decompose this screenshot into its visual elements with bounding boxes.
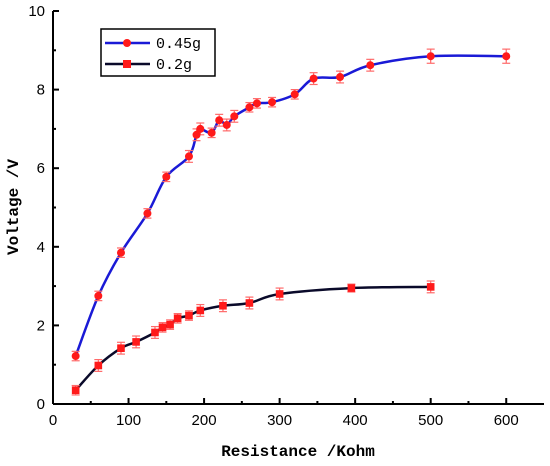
legend-marker-0.45g [123, 39, 131, 47]
data-point [252, 99, 261, 108]
y-tick-label: 8 [37, 82, 45, 99]
data-point [230, 112, 239, 121]
data-point [222, 120, 231, 129]
x-tick-label: 0 [49, 412, 57, 429]
data-point [166, 320, 174, 329]
data-point [184, 152, 193, 161]
data-point [268, 98, 277, 107]
data-point [290, 90, 299, 99]
x-tick-label: 100 [116, 412, 141, 429]
series-group [71, 48, 511, 396]
data-point [162, 172, 171, 181]
y-axis-title: Voltage /V [5, 159, 23, 255]
data-point [143, 209, 152, 218]
y-ticks: 0 2 4 6 8 10 [28, 3, 59, 413]
y-tick-label: 4 [37, 239, 45, 256]
legend-label-0.2g: 0.2g [156, 57, 192, 74]
series-line-0.45g [74, 54, 507, 357]
y-tick-label: 10 [28, 3, 45, 20]
data-point [117, 344, 125, 352]
data-point [94, 361, 103, 370]
x-tick-label: 600 [494, 412, 519, 429]
legend-box [100, 28, 216, 77]
x-axis-title: Resistance /Kohm [221, 443, 375, 461]
x-tick-label: 400 [343, 412, 368, 429]
x-tick-label: 300 [267, 412, 292, 429]
data-point [116, 248, 125, 257]
data-point [275, 290, 284, 298]
data-point [426, 283, 435, 291]
data-point [347, 284, 356, 292]
data-point [502, 52, 511, 61]
data-point [132, 338, 140, 346]
legend-marker-0.2g [123, 60, 131, 68]
data-point [196, 124, 205, 133]
data-point [158, 323, 167, 332]
data-point [192, 130, 201, 139]
data-point [215, 116, 224, 125]
data-point [196, 306, 205, 315]
x-tick-label: 200 [192, 412, 217, 429]
data-point [426, 52, 435, 61]
x-ticks: 0 100 200 300 400 500 600 [49, 398, 519, 429]
legend: 0.45g 0.2g [100, 28, 216, 77]
data-point [336, 73, 345, 82]
y-tick-label: 6 [37, 160, 45, 177]
x-tick-label: 500 [418, 412, 443, 429]
data-point [366, 61, 375, 70]
data-point [185, 311, 193, 320]
series-0.2g [71, 280, 435, 396]
data-point [207, 128, 216, 137]
data-point [245, 103, 254, 112]
data-point [219, 301, 227, 310]
series-0.45g [71, 48, 511, 362]
y-tick-label: 2 [37, 317, 45, 334]
data-point [309, 74, 318, 83]
data-point [245, 299, 254, 307]
data-point [94, 291, 103, 300]
data-point [71, 352, 80, 361]
data-point [71, 386, 80, 395]
data-point [173, 314, 182, 323]
y-tick-label: 0 [37, 396, 45, 413]
data-point [151, 328, 159, 337]
legend-label-0.45g: 0.45g [156, 36, 201, 53]
